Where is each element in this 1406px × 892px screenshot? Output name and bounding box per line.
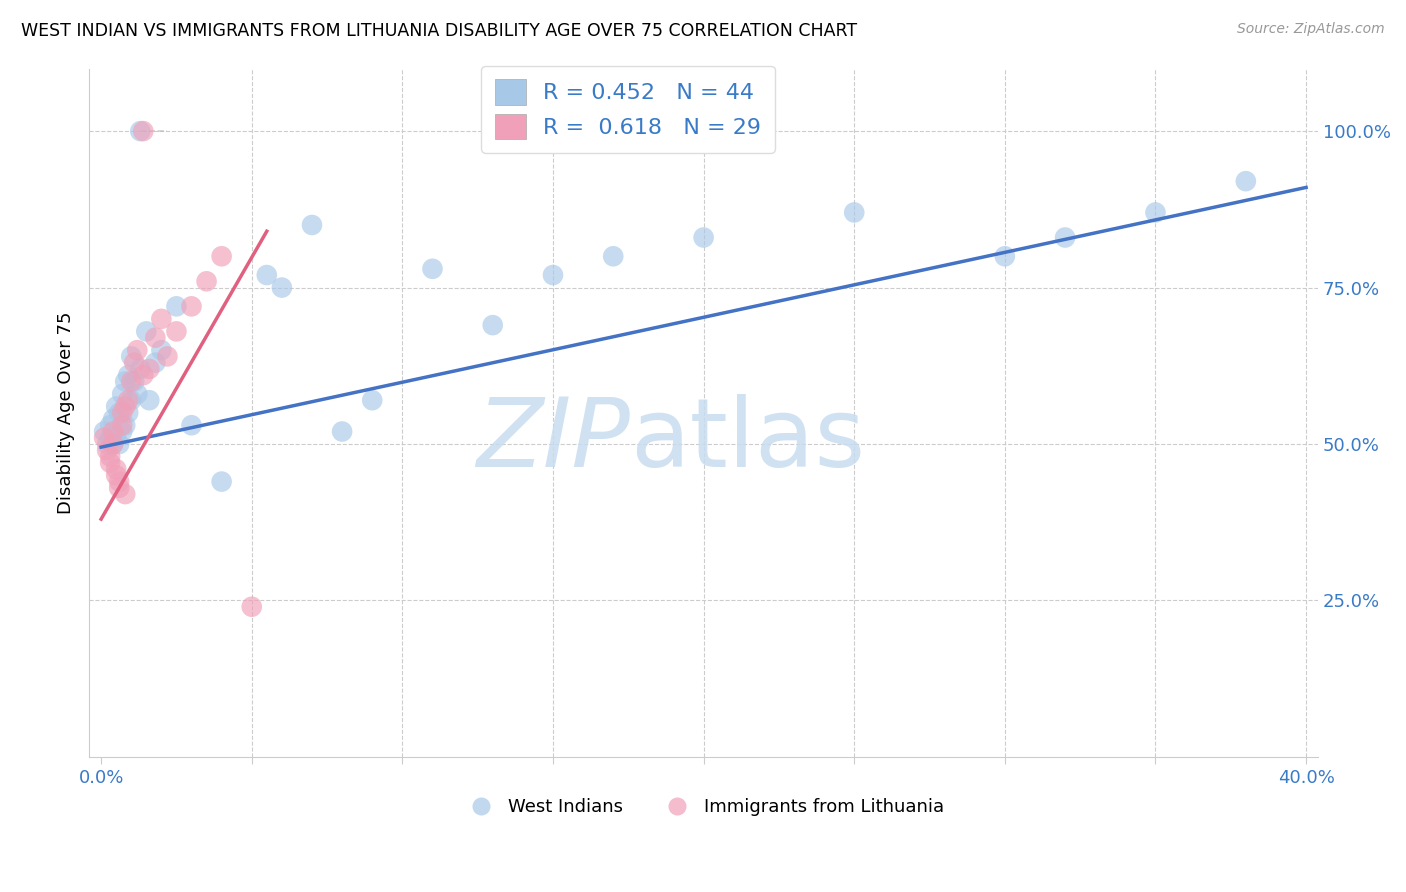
Point: [1144, 205, 1167, 219]
Point: [481, 318, 503, 332]
Point: [101, 425, 124, 439]
Point: [98, 450, 121, 464]
Point: [211, 475, 233, 489]
Point: [114, 375, 136, 389]
Text: WEST INDIAN VS IMMIGRANTS FROM LITHUANIA DISABILITY AGE OVER 75 CORRELATION CHAR: WEST INDIAN VS IMMIGRANTS FROM LITHUANIA…: [21, 22, 858, 40]
Point: [111, 406, 134, 420]
Point: [138, 393, 160, 408]
Point: [256, 268, 278, 282]
Point: [129, 124, 152, 138]
Point: [105, 468, 128, 483]
Point: [180, 299, 202, 313]
Point: [138, 362, 160, 376]
Point: [98, 418, 121, 433]
Point: [93, 431, 115, 445]
Point: [165, 324, 187, 338]
Point: [422, 261, 444, 276]
Point: [156, 350, 179, 364]
Point: [108, 475, 131, 489]
Point: [195, 274, 218, 288]
Point: [165, 299, 187, 313]
Point: [150, 343, 173, 358]
Point: [108, 406, 131, 420]
Legend: West Indians, Immigrants from Lithuania: West Indians, Immigrants from Lithuania: [456, 791, 952, 823]
Point: [96, 437, 118, 451]
Point: [361, 393, 384, 408]
Text: atlas: atlas: [630, 393, 865, 487]
Point: [240, 599, 263, 614]
Point: [117, 406, 139, 420]
Point: [994, 249, 1017, 263]
Point: [844, 205, 866, 219]
Point: [101, 437, 124, 451]
Y-axis label: Disability Age Over 75: Disability Age Over 75: [58, 311, 75, 514]
Point: [143, 356, 166, 370]
Text: ZIP: ZIP: [477, 393, 630, 487]
Point: [98, 431, 121, 445]
Point: [117, 393, 139, 408]
Point: [1234, 174, 1257, 188]
Point: [127, 387, 149, 401]
Point: [270, 280, 292, 294]
Point: [111, 425, 134, 439]
Text: Source: ZipAtlas.com: Source: ZipAtlas.com: [1237, 22, 1385, 37]
Point: [96, 443, 118, 458]
Point: [108, 437, 131, 451]
Point: [120, 350, 142, 364]
Point: [114, 418, 136, 433]
Point: [135, 324, 157, 338]
Point: [105, 462, 128, 476]
Point: [143, 331, 166, 345]
Point: [150, 311, 173, 326]
Point: [541, 268, 564, 282]
Point: [132, 368, 155, 383]
Point: [101, 412, 124, 426]
Point: [114, 487, 136, 501]
Point: [602, 249, 624, 263]
Point: [122, 356, 145, 370]
Point: [1054, 230, 1077, 244]
Point: [301, 218, 323, 232]
Point: [211, 249, 233, 263]
Point: [98, 456, 121, 470]
Point: [114, 400, 136, 414]
Point: [129, 362, 152, 376]
Point: [117, 368, 139, 383]
Point: [105, 431, 128, 445]
Point: [105, 400, 128, 414]
Point: [330, 425, 353, 439]
Point: [111, 387, 134, 401]
Point: [93, 425, 115, 439]
Point: [108, 481, 131, 495]
Point: [122, 375, 145, 389]
Point: [120, 375, 142, 389]
Point: [180, 418, 202, 433]
Point: [692, 230, 714, 244]
Point: [127, 343, 149, 358]
Point: [101, 437, 124, 451]
Point: [132, 124, 155, 138]
Point: [120, 393, 142, 408]
Point: [111, 418, 134, 433]
